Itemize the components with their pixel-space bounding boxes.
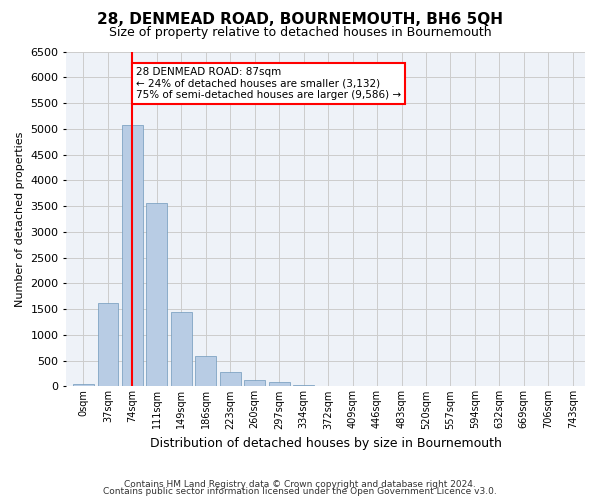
Bar: [146, 203, 167, 386]
Bar: [269, 382, 290, 386]
Bar: [293, 385, 314, 386]
Bar: [171, 312, 192, 386]
Bar: [98, 303, 118, 386]
Text: 28, DENMEAD ROAD, BOURNEMOUTH, BH6 5QH: 28, DENMEAD ROAD, BOURNEMOUTH, BH6 5QH: [97, 12, 503, 26]
Y-axis label: Number of detached properties: Number of detached properties: [15, 132, 25, 306]
Bar: [220, 372, 241, 386]
Bar: [196, 356, 216, 386]
Text: Contains HM Land Registry data © Crown copyright and database right 2024.: Contains HM Land Registry data © Crown c…: [124, 480, 476, 489]
Bar: [73, 384, 94, 386]
Bar: [244, 380, 265, 386]
Bar: [122, 124, 143, 386]
X-axis label: Distribution of detached houses by size in Bournemouth: Distribution of detached houses by size …: [150, 437, 502, 450]
Text: Contains public sector information licensed under the Open Government Licence v3: Contains public sector information licen…: [103, 487, 497, 496]
Text: Size of property relative to detached houses in Bournemouth: Size of property relative to detached ho…: [109, 26, 491, 39]
Text: 28 DENMEAD ROAD: 87sqm
← 24% of detached houses are smaller (3,132)
75% of semi-: 28 DENMEAD ROAD: 87sqm ← 24% of detached…: [136, 67, 401, 100]
